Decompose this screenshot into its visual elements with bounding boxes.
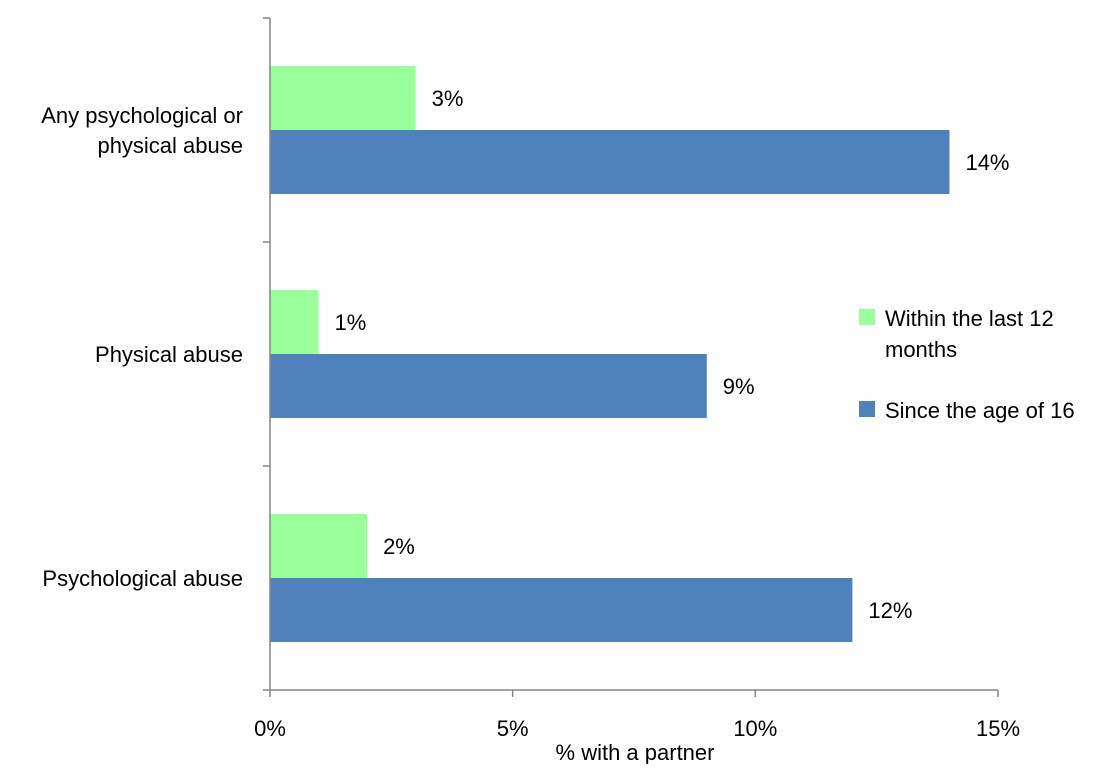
bar-since-16-0 bbox=[270, 130, 950, 194]
x-tick-label: 0% bbox=[254, 716, 286, 741]
x-tick-label: 15% bbox=[976, 716, 1020, 741]
bar-last-12-months-2 bbox=[270, 514, 368, 578]
data-label: 1% bbox=[335, 310, 367, 335]
axes-layer bbox=[263, 17, 999, 697]
data-label: 3% bbox=[432, 86, 464, 111]
bar-last-12-months-1 bbox=[270, 290, 319, 354]
bar-since-16-1 bbox=[270, 354, 707, 418]
x-tick-label: 10% bbox=[733, 716, 777, 741]
data-label: 2% bbox=[383, 534, 415, 559]
bar-since-16-2 bbox=[270, 578, 853, 642]
legend-swatch-since-16 bbox=[859, 401, 875, 417]
x-axis-title: % with a partner bbox=[556, 740, 715, 764]
bars-layer bbox=[270, 66, 950, 642]
data-label: 14% bbox=[965, 150, 1009, 175]
category-label: Psychological abuse bbox=[42, 566, 243, 591]
data-label: 12% bbox=[868, 598, 912, 623]
category-label: Physical abuse bbox=[95, 342, 243, 367]
legend-label-since-16: Since the age of 16 bbox=[885, 398, 1075, 423]
category-label: Any psychological or physical abuse bbox=[41, 103, 243, 158]
legend-label-last-12-months: Within the last 12 months bbox=[885, 306, 1054, 362]
bar-last-12-months-0 bbox=[270, 66, 416, 130]
legend-swatch-last-12-months bbox=[859, 309, 875, 325]
labels-layer: 3% 14% Any psychological or physical abuse 1… bbox=[41, 86, 1020, 741]
legend: Within the last 12 months Since the age of… bbox=[859, 306, 1075, 423]
x-tick-label: 5% bbox=[497, 716, 529, 741]
data-label: 9% bbox=[723, 374, 755, 399]
